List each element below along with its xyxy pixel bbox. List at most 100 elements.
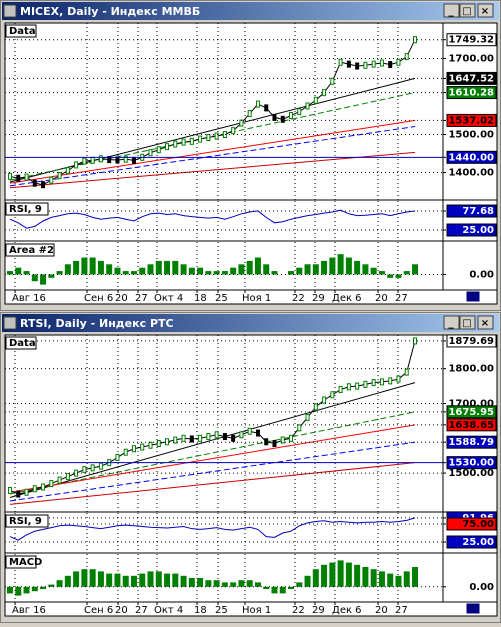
candle <box>24 173 29 181</box>
window-button-glyph[interactable]: □ <box>462 318 471 329</box>
y-tick-label: 0.00 <box>469 582 494 593</box>
histogram-bar <box>321 260 328 275</box>
candle <box>404 368 409 376</box>
window-button[interactable] <box>443 315 460 330</box>
candle <box>32 179 37 187</box>
candle <box>189 137 194 145</box>
scroll-button[interactable] <box>465 602 481 615</box>
histogram-bar <box>106 264 113 275</box>
candle <box>363 380 368 388</box>
pane-label-box <box>5 555 37 569</box>
candle <box>330 77 335 85</box>
value-box <box>446 418 497 432</box>
window-button-glyph[interactable]: × <box>481 318 489 329</box>
histogram-bar <box>288 271 295 275</box>
value-box <box>446 223 497 237</box>
indicator-line <box>9 151 416 189</box>
y-tick-label: 1749.32 <box>448 35 494 46</box>
y-tick-label: 0.00 <box>469 269 494 280</box>
x-tick-label: Дек 6 <box>332 293 362 304</box>
x-tick-label: Окт 4 <box>154 605 183 616</box>
candle <box>313 96 318 104</box>
histogram-bar <box>254 257 261 275</box>
window-button[interactable] <box>459 315 476 330</box>
histogram-bar <box>155 260 162 275</box>
y-tick-label: 75.00 <box>462 519 494 530</box>
candle <box>222 433 227 441</box>
x-tick-label: 27 <box>395 605 408 616</box>
window-button-glyph[interactable]: _ <box>449 6 454 17</box>
histogram-bar <box>31 586 38 592</box>
candle <box>16 490 21 498</box>
x-tick-label: 22 <box>292 293 305 304</box>
window-button-glyph[interactable]: _ <box>449 318 454 329</box>
histogram-bar <box>64 575 71 587</box>
histogram-bar <box>378 571 385 587</box>
candle <box>115 453 120 461</box>
x-tick-label: 29 <box>312 605 325 616</box>
window-button[interactable] <box>477 3 494 18</box>
candle <box>346 60 351 68</box>
y-tick-label: 1800.00 <box>448 364 494 375</box>
window-icon <box>3 4 17 18</box>
indicator-line <box>9 411 416 495</box>
pane-label: Data <box>9 26 36 37</box>
window-button[interactable] <box>443 3 460 18</box>
candle <box>297 108 302 116</box>
histogram-bar <box>147 264 154 275</box>
rsi-line <box>9 517 416 541</box>
histogram-bar <box>73 260 80 275</box>
x-tick-label: Дек 6 <box>332 605 362 616</box>
histogram-bar <box>329 562 336 587</box>
candle <box>239 431 244 439</box>
candle <box>222 131 227 139</box>
candle <box>57 172 62 180</box>
candle <box>289 111 294 119</box>
x-tick-label: Окт 4 <box>154 293 183 304</box>
histogram-bar <box>412 567 418 587</box>
x-tick-label: 27 <box>395 293 408 304</box>
window-button[interactable] <box>477 315 494 330</box>
value-box <box>446 86 497 100</box>
candle <box>264 104 269 112</box>
indicator-line <box>9 424 416 493</box>
scroll-button[interactable] <box>465 290 481 303</box>
histogram-bar <box>180 264 187 275</box>
x-tick-label: 25 <box>215 605 228 616</box>
histogram-bar <box>205 580 212 587</box>
histogram-bar <box>7 586 13 594</box>
pane-label: MACD <box>9 557 42 568</box>
candle <box>396 58 401 66</box>
candle <box>24 488 29 496</box>
histogram-bar <box>31 274 38 282</box>
candle <box>247 110 252 118</box>
candle <box>206 134 211 142</box>
window-button-glyph[interactable]: × <box>481 6 489 17</box>
histogram-bar <box>296 267 303 275</box>
histogram-bar <box>312 569 319 587</box>
indicator-line <box>9 462 416 505</box>
candle <box>231 127 236 135</box>
x-tick-label: Авг 16 <box>12 293 46 304</box>
histogram-bar <box>304 264 311 275</box>
window-button[interactable] <box>459 3 476 18</box>
candle <box>65 167 70 175</box>
histogram-bar <box>139 573 146 587</box>
histogram-bar <box>362 567 369 587</box>
value-box <box>446 405 497 419</box>
pane-label-box <box>5 336 37 350</box>
candle <box>239 119 244 127</box>
candle <box>379 59 384 67</box>
candle <box>74 161 79 169</box>
candle <box>123 155 128 163</box>
candle <box>379 378 384 386</box>
y-tick-label: 1500.00 <box>448 468 494 479</box>
histogram-bar <box>321 564 328 587</box>
histogram-bar <box>213 580 220 587</box>
candle <box>338 58 343 66</box>
candle <box>165 143 170 151</box>
histogram-bar <box>122 575 129 587</box>
window-button-glyph[interactable]: □ <box>462 6 471 17</box>
histogram-bar <box>197 267 204 275</box>
